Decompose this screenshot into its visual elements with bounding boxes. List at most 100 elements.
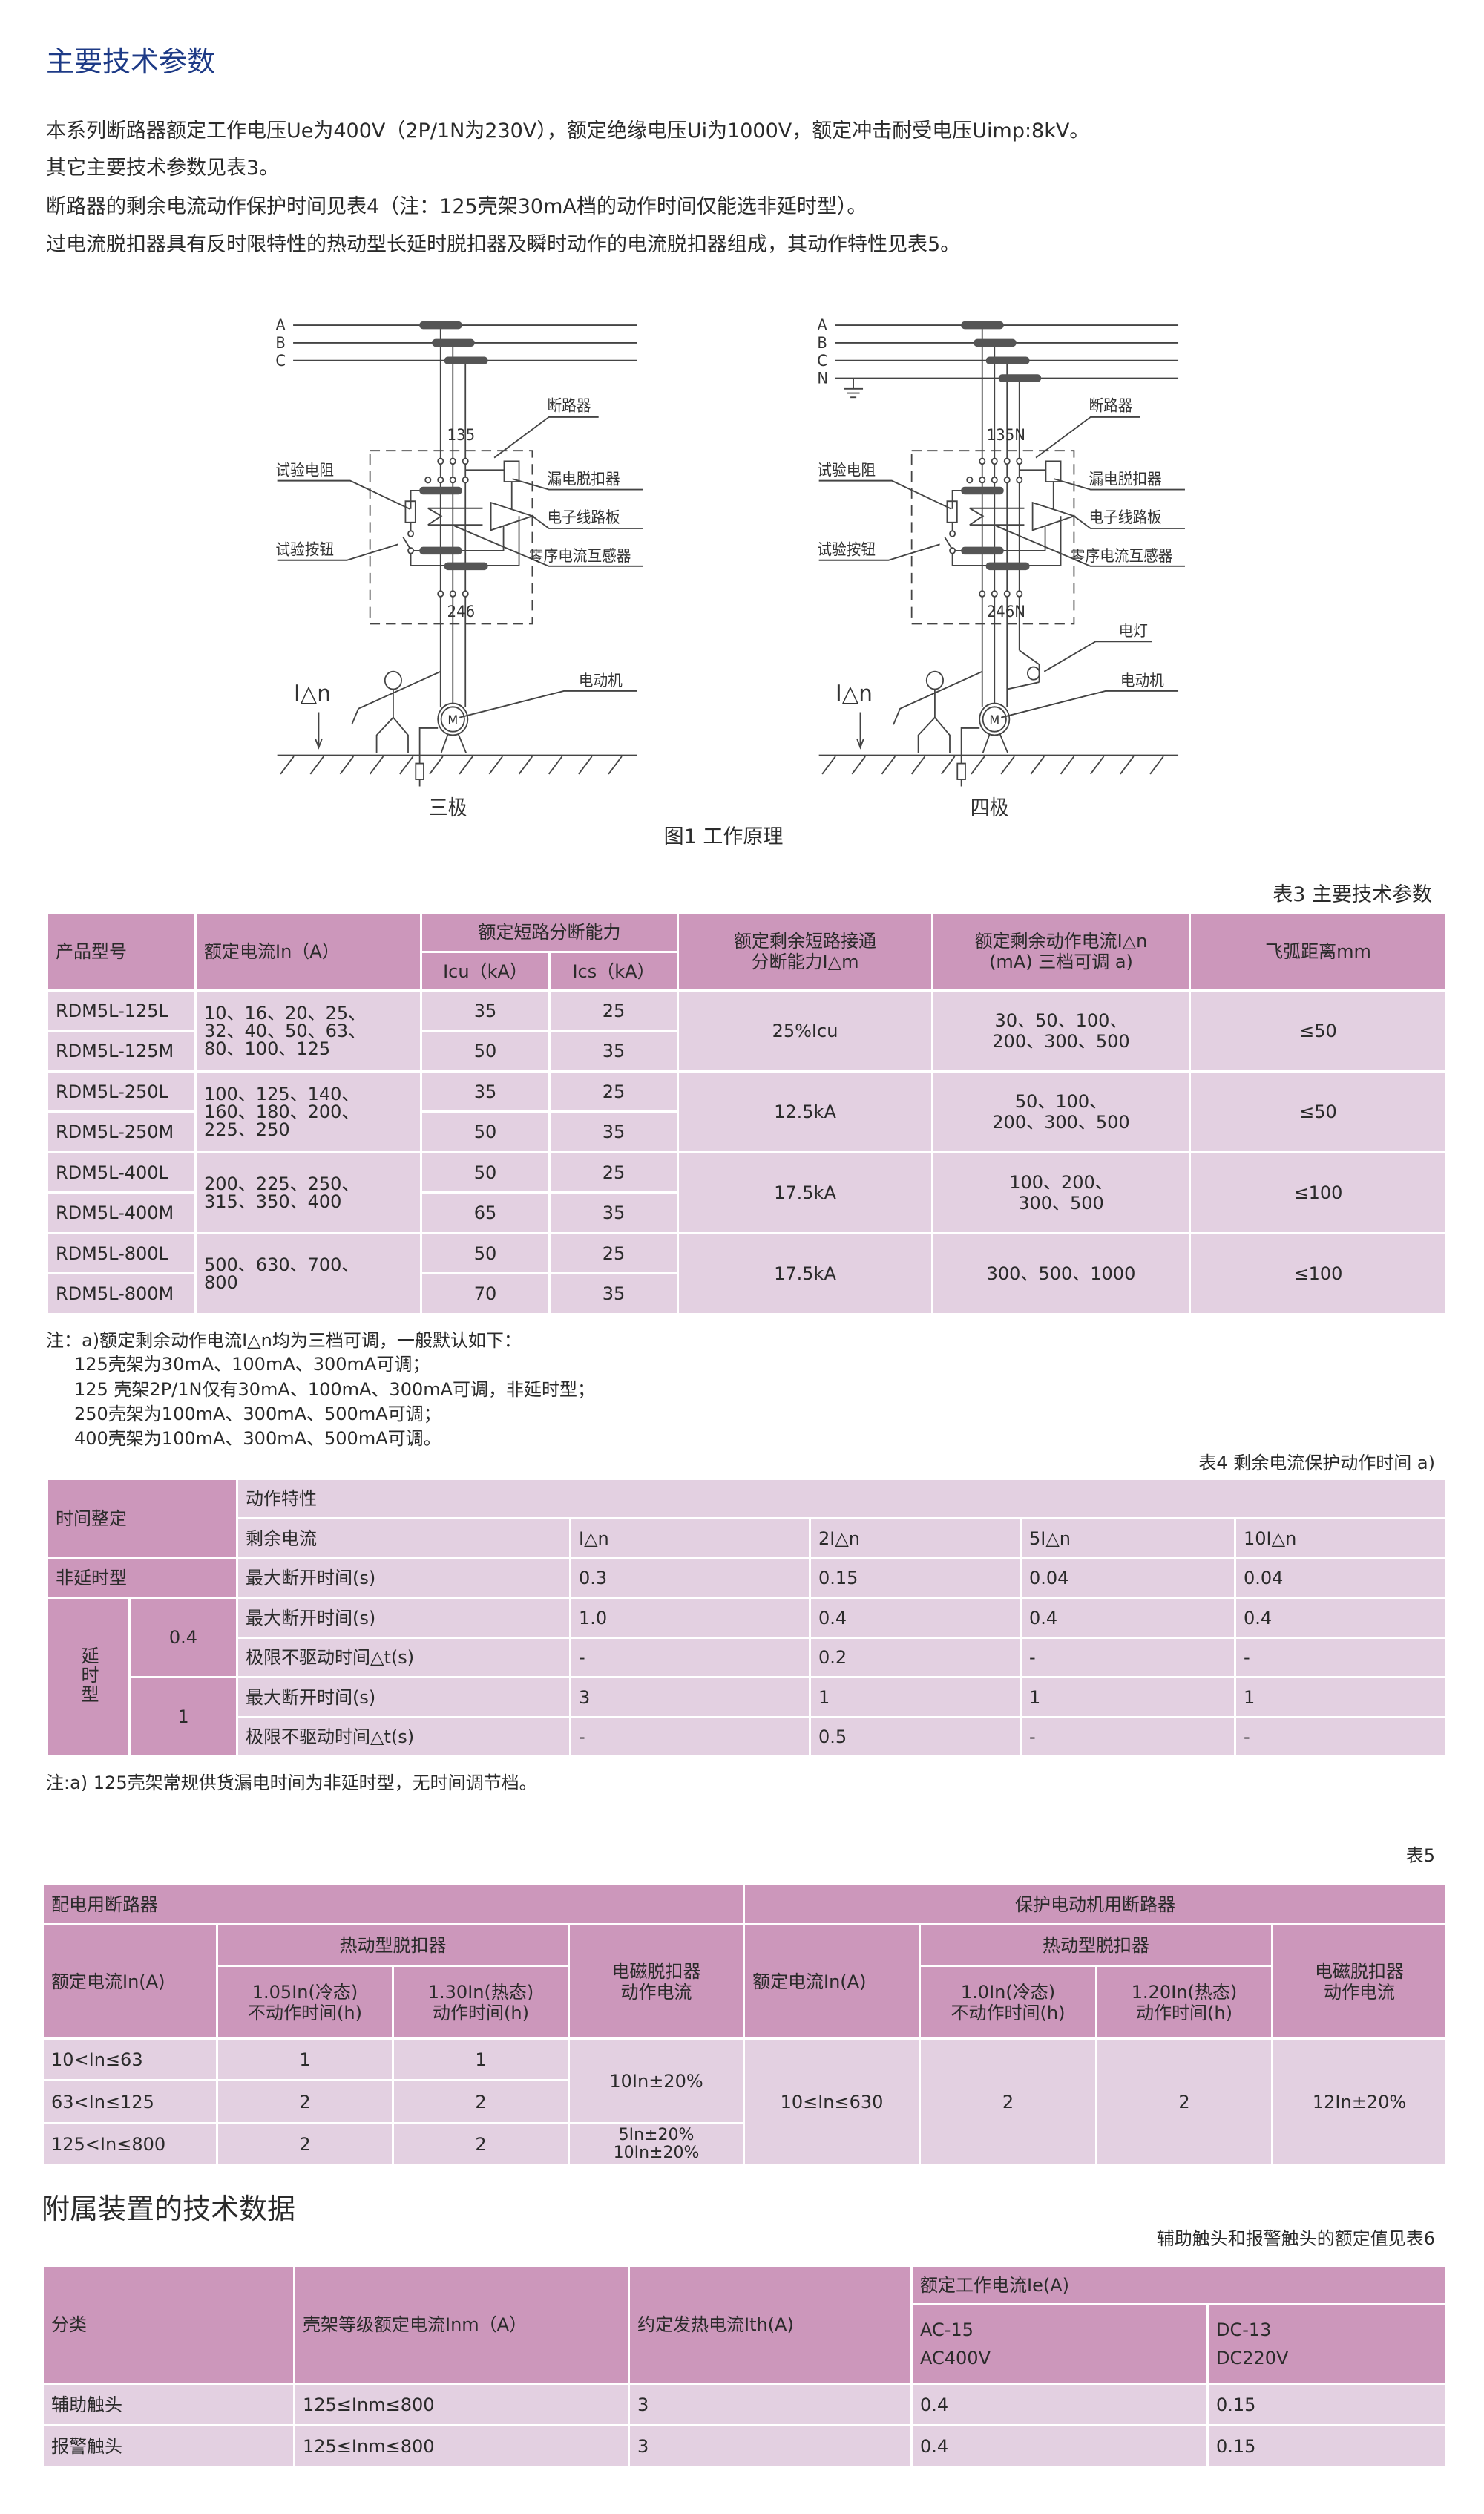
row-label: 最大断开时间(s) <box>236 1597 571 1639</box>
ics-cell: 25 <box>548 989 679 1032</box>
non-delay-label: 非延时型 <box>46 1557 238 1599</box>
header-frame: 壳架等级额定电流Inm（A） <box>293 2265 630 2385</box>
label-zero-ct: 零序电流互感器 <box>529 547 631 566</box>
cell: 2 <box>216 2079 394 2124</box>
header-ith: 约定发热电流Ith(A) <box>628 2265 913 2385</box>
accessories-title: 附属装置的技术数据 <box>42 2193 296 2225</box>
arc-cell: ≤100 <box>1189 1232 1448 1315</box>
cell: 3 <box>628 2424 913 2468</box>
header-hot: 1.30In(热态) 动作时间(h) <box>392 1965 570 2040</box>
header-multiple: 5I△n <box>1020 1517 1236 1559</box>
breaker-boundary <box>369 450 533 625</box>
table-row: RDM5L-800M 70 35 <box>46 1272 1447 1315</box>
cell: 2 <box>1095 2037 1273 2166</box>
header-time-setting: 时间整定 <box>46 1478 238 1559</box>
delay-label: 延时型 <box>46 1597 131 1758</box>
label-breaker: 断路器 <box>548 396 591 415</box>
idn-cell: 300、500、1000 <box>931 1232 1191 1315</box>
table-row: RDM5L-250M 50 35 <box>46 1110 1447 1153</box>
diagram-three-pole: A B C 135 246 断路器 试验电阻 漏电脱扣器 电子线路板 试验按钮 … <box>275 316 643 820</box>
paragraph: 本系列断路器额定工作电压Ue为400V（2P/1N为230V），额定绝缘电压Ui… <box>46 120 1090 143</box>
delay-setting: 1 <box>128 1676 238 1758</box>
cell: 0.4 <box>910 2424 1209 2468</box>
table3-note: 125壳架为30mA、100mA、300mA可调； <box>74 1354 430 1375</box>
distribution-title: 配电用断路器 <box>42 1883 745 1925</box>
icu-cell: 65 <box>420 1191 551 1234</box>
cell: 0.15 <box>1206 2383 1448 2426</box>
motor-symbol: M <box>989 713 999 728</box>
ics-cell: 25 <box>548 1232 679 1274</box>
im-cell: 25%Icu <box>677 989 933 1073</box>
arc-cell: ≤50 <box>1189 989 1448 1073</box>
ics-cell: 35 <box>548 1030 679 1073</box>
icu-cell: 35 <box>420 989 551 1032</box>
row-label: 最大断开时间(s) <box>236 1676 571 1718</box>
table-row: RDM5L-250L 100、125、140、 160、180、200、 225、25… <box>46 1070 1448 1153</box>
table3-note: 250壳架为100mA、300mA、500mA可调； <box>74 1404 441 1424</box>
icu-cell: 50 <box>420 1151 551 1194</box>
cell: - <box>1233 1637 1448 1678</box>
terminal-label: 135 <box>447 425 475 444</box>
icu-cell: 50 <box>420 1110 551 1153</box>
cell: 1.0 <box>569 1597 811 1639</box>
header-ac: AC-15 AC400V <box>910 2303 1209 2385</box>
label-test-resistor: 试验电阻 <box>817 461 876 479</box>
table-row: RDM5L-800L 500、630、700、 800 50 25 17.5kA 300、5… <box>46 1232 1448 1315</box>
cell: 1 <box>392 2037 570 2081</box>
table-row: RDM5L-125M 50 35 <box>46 1030 1447 1073</box>
im-cell: 17.5kA <box>677 1232 933 1315</box>
cell: 0.5 <box>809 1716 1022 1758</box>
header-current: 额定电流In(A) <box>42 1923 218 2040</box>
cell: 3 <box>628 2383 913 2426</box>
diagram-four-pole: A B C N 135N 246N 断路器 试验电阻 漏电脱扣器 电子线路板 试… <box>817 316 1185 820</box>
cell: 1 <box>1233 1676 1448 1718</box>
cell: 0.2 <box>809 1637 1022 1678</box>
cell: 0.4 <box>1233 1597 1448 1639</box>
lamp-icon <box>1027 666 1040 681</box>
model-cell: RDM5L-250L <box>46 1070 197 1113</box>
header-model: 产品型号 <box>46 911 197 992</box>
cell: 1 <box>216 2037 394 2081</box>
cell: 12In±20% <box>1271 2037 1448 2166</box>
header-idn: 额定剩余动作电流I△n (mA) 三档可调 a) <box>931 911 1191 992</box>
model-cell: RDM5L-125L <box>46 989 197 1032</box>
cell: 0.04 <box>1020 1557 1236 1599</box>
table5-caption: 表5 <box>1405 1845 1435 1866</box>
phase-label: A <box>817 316 827 335</box>
current-cell: 500、630、700、 800 <box>194 1232 422 1315</box>
model-cell: RDM5L-125M <box>46 1030 197 1073</box>
resistor-icon <box>404 500 416 523</box>
label-breaker: 断路器 <box>1089 396 1133 415</box>
table4-caption: 表4 剩余电流保护动作时间 a) <box>1198 1453 1435 1473</box>
header-residual-current: 剩余电流 <box>236 1517 571 1559</box>
phase-label: N <box>817 369 828 387</box>
cell: - <box>1020 1637 1236 1678</box>
cell: 0.04 <box>1233 1557 1448 1599</box>
header-multiple: I△n <box>569 1517 811 1559</box>
cell: - <box>1233 1716 1448 1758</box>
ics-cell: 35 <box>548 1191 679 1234</box>
header-icu: Icu（kA） <box>420 951 551 992</box>
table5: 配电用断路器 保护电动机用断路器 额定电流In(A) 热动型脱扣器 电磁脱扣器动… <box>42 1883 1448 2166</box>
header-cold: 1.0In(冷态) 不动作时间(h) <box>919 1965 1097 2040</box>
paragraph: 断路器的剩余电流动作保护时间见表4（注：125壳架30mA档的动作时间仅能选非延… <box>46 195 867 218</box>
phase-label: C <box>817 351 827 370</box>
paragraph: 过电流脱扣器具有反时限特性的热动型长延时脱扣器及瞬时动作的电流脱扣器组成，其动作… <box>46 233 961 256</box>
motor-title: 保护电动机用断路器 <box>743 1883 1448 1925</box>
icu-cell: 50 <box>420 1030 551 1073</box>
section-title: 主要技术参数 <box>46 45 216 78</box>
label-test-button: 试验按钮 <box>275 540 334 559</box>
header-hot: 1.20In(热态) 动作时间(h) <box>1095 1965 1273 2040</box>
amplifier-icon <box>490 501 535 531</box>
idn-cell: 30、50、100、 200、300、500 <box>931 989 1191 1073</box>
motor-icon <box>979 702 1011 736</box>
ics-cell: 25 <box>548 1070 679 1113</box>
cell: 125≤Inm≤800 <box>293 2424 630 2468</box>
cell: 1 <box>809 1676 1022 1718</box>
im-cell: 17.5kA <box>677 1151 933 1234</box>
table3-note: 125 壳架2P/1N仅有30mA、100mA、300mA可调，非延时型； <box>74 1379 596 1400</box>
table4-note: 注:a) 125壳架常规供货漏电时间为非延时型，无时间调节档。 <box>46 1772 537 1793</box>
label-circuit-board: 电子线路板 <box>548 508 620 526</box>
cell: 3 <box>569 1676 811 1718</box>
label-motor: 电动机 <box>579 671 623 690</box>
